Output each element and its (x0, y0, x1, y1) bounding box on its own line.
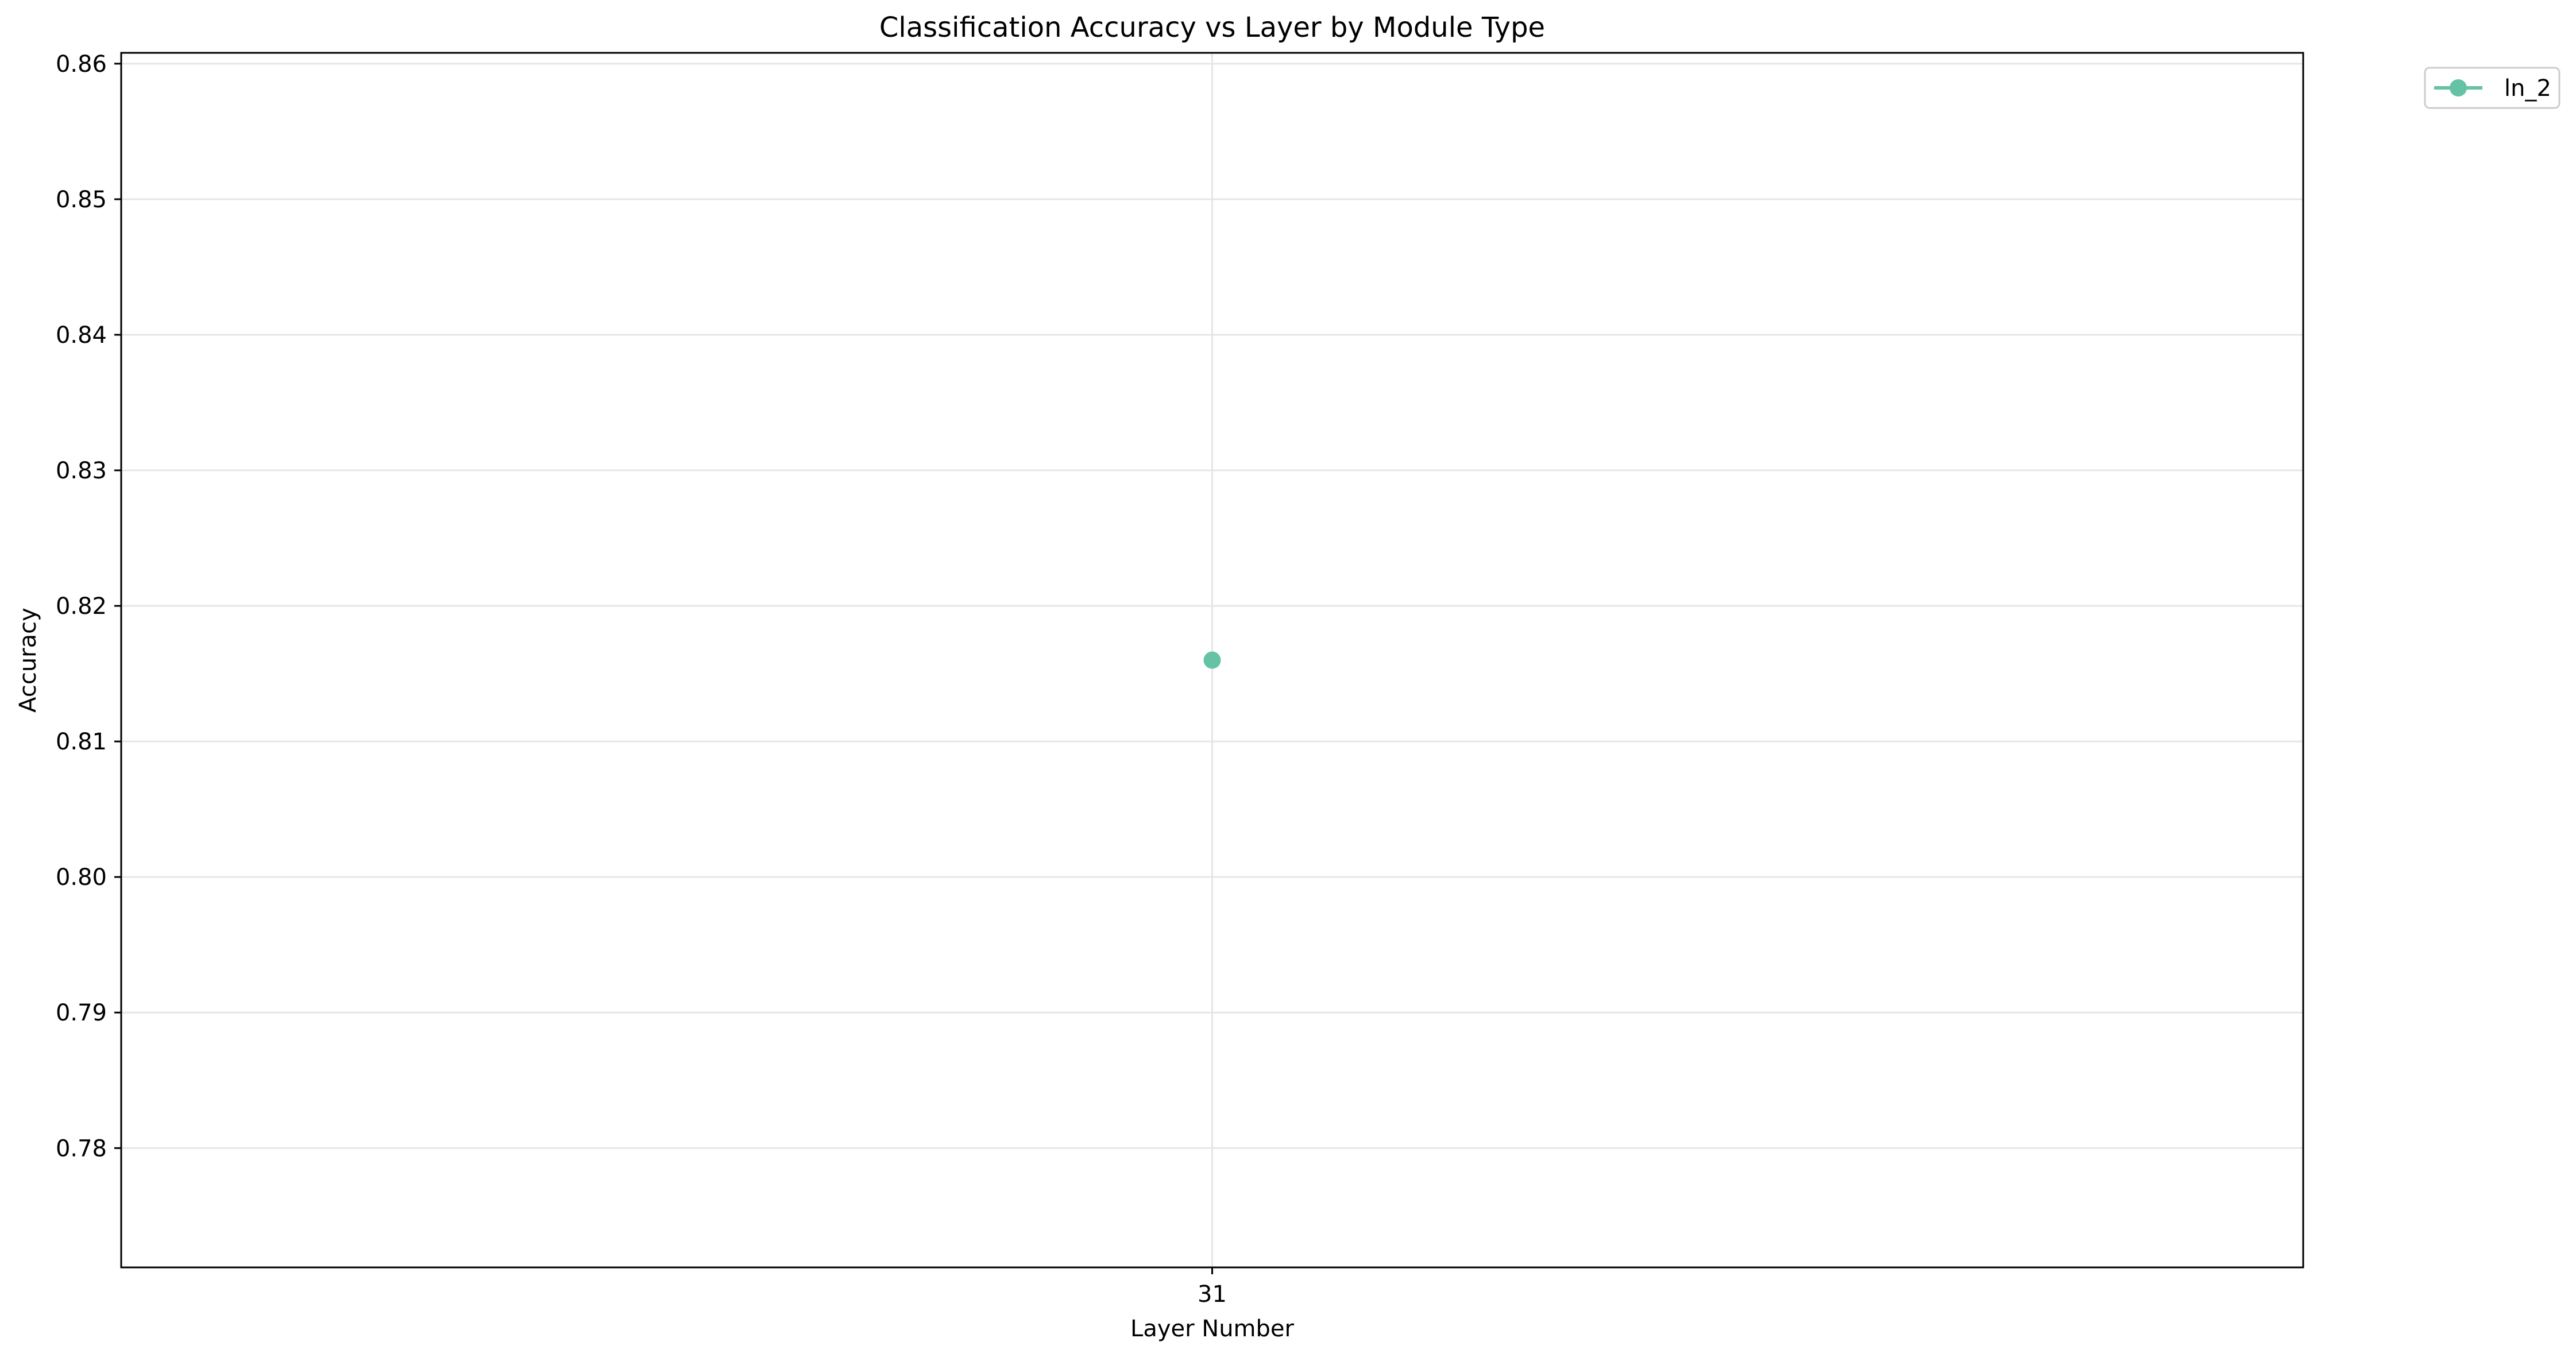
y-tick-label: 0.80 (56, 864, 107, 891)
y-tick-label: 0.79 (56, 1000, 107, 1026)
x-tick-label: 31 (1198, 1281, 1227, 1308)
grid (121, 53, 2303, 1267)
y-tick-label: 0.82 (56, 593, 107, 620)
y-axis-label: Accuracy (15, 608, 41, 713)
axis-ticks: 0.78 0.79 0.80 0.81 0.82 0.83 0.84 0.85 0.86 31 (56, 51, 1227, 1308)
data-point-ln_2 (1203, 651, 1221, 669)
y-tick-label: 0.85 (56, 187, 107, 213)
y-tick-label: 0.83 (56, 458, 107, 484)
legend: ln_2 (2424, 67, 2560, 109)
y-tick-label: 0.81 (56, 729, 107, 755)
y-tick-label: 0.84 (56, 322, 107, 349)
x-axis-label: Layer Number (1130, 1316, 1294, 1342)
y-tick-label: 0.78 (56, 1135, 107, 1162)
legend-label-ln_2: ln_2 (2504, 75, 2551, 102)
legend-marker-ln_2 (2450, 79, 2467, 96)
y-tick-label: 0.86 (56, 51, 107, 78)
series (1203, 651, 1221, 669)
legend-box (2424, 67, 2560, 109)
chart-title: Classification Accuracy vs Layer by Modu… (879, 11, 1545, 44)
